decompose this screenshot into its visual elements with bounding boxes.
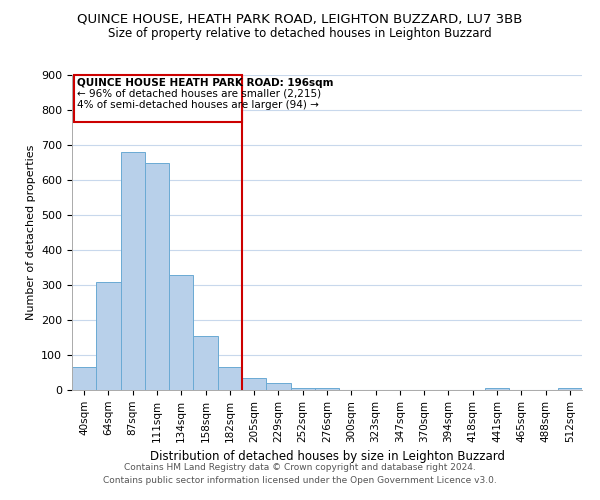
Bar xyxy=(193,336,218,390)
Bar xyxy=(242,378,266,390)
Y-axis label: Number of detached properties: Number of detached properties xyxy=(26,145,35,320)
Text: ← 96% of detached houses are smaller (2,215): ← 96% of detached houses are smaller (2,… xyxy=(77,89,322,99)
Bar xyxy=(290,388,315,390)
Bar xyxy=(72,367,96,390)
Bar xyxy=(218,367,242,390)
FancyBboxPatch shape xyxy=(74,75,242,122)
Bar xyxy=(558,388,582,390)
X-axis label: Distribution of detached houses by size in Leighton Buzzard: Distribution of detached houses by size … xyxy=(149,450,505,463)
Bar xyxy=(96,282,121,390)
Text: Contains HM Land Registry data © Crown copyright and database right 2024.: Contains HM Land Registry data © Crown c… xyxy=(124,464,476,472)
Text: QUINCE HOUSE HEATH PARK ROAD: 196sqm: QUINCE HOUSE HEATH PARK ROAD: 196sqm xyxy=(77,78,334,88)
Bar xyxy=(121,152,145,390)
Text: 4% of semi-detached houses are larger (94) →: 4% of semi-detached houses are larger (9… xyxy=(77,100,319,110)
Bar xyxy=(169,274,193,390)
Text: QUINCE HOUSE, HEATH PARK ROAD, LEIGHTON BUZZARD, LU7 3BB: QUINCE HOUSE, HEATH PARK ROAD, LEIGHTON … xyxy=(77,12,523,26)
Bar xyxy=(145,163,169,390)
Text: Size of property relative to detached houses in Leighton Buzzard: Size of property relative to detached ho… xyxy=(108,28,492,40)
Text: Contains public sector information licensed under the Open Government Licence v3: Contains public sector information licen… xyxy=(103,476,497,485)
Bar xyxy=(315,388,339,390)
Bar xyxy=(485,388,509,390)
Bar xyxy=(266,383,290,390)
